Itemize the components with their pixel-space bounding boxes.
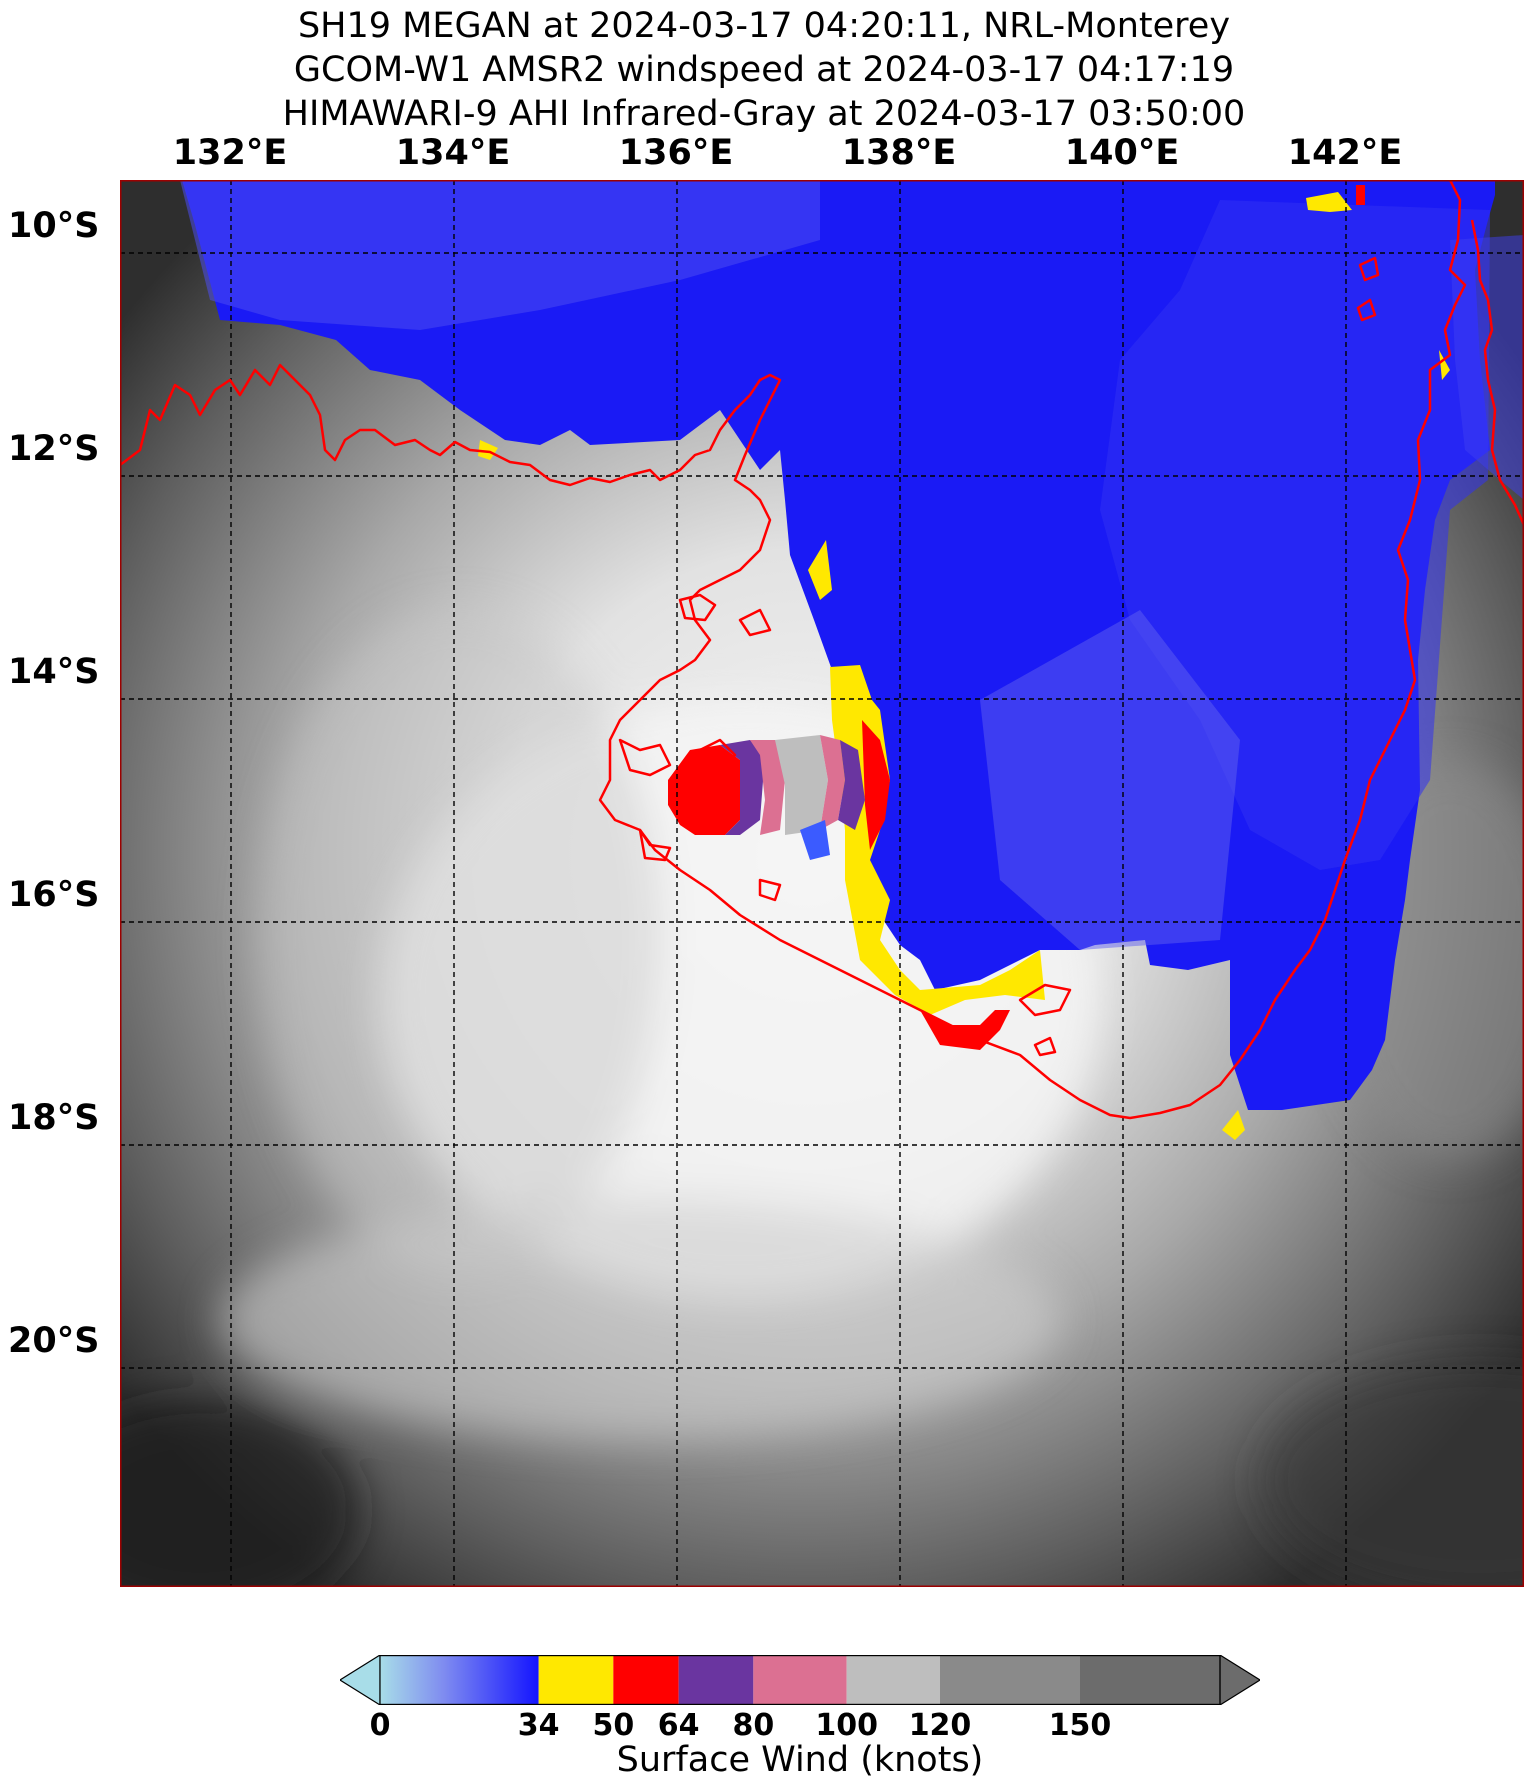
satellite-map xyxy=(120,180,1524,1587)
graticule xyxy=(120,180,1524,1587)
colorbar-segment-100-120 xyxy=(846,1655,940,1705)
colorbar-tick-80: 80 xyxy=(732,1708,775,1743)
colorbar-tick-64: 64 xyxy=(657,1708,700,1743)
colorbar-tick-120: 120 xyxy=(908,1708,972,1743)
wind-swath xyxy=(180,180,1524,1140)
colorbar-segment-34-50 xyxy=(538,1655,614,1705)
colorbar-segment-150-180 xyxy=(1080,1655,1220,1705)
colorbar-segment-50-64 xyxy=(613,1655,679,1705)
coastline xyxy=(120,180,1524,1120)
lat-label-14: 14°S xyxy=(8,652,100,692)
colorbar-segment-120-150 xyxy=(940,1655,1080,1705)
title-line-3: HIMAWARI-9 AHI Infrared-Gray at 2024-03-… xyxy=(282,94,1246,134)
colorbar-outline xyxy=(379,1655,1221,1705)
lon-label-134: 134°E xyxy=(395,133,511,173)
colorbar-tick-150: 150 xyxy=(1048,1708,1112,1743)
colorbar-tick-0: 0 xyxy=(369,1708,391,1743)
lat-label-10: 10°S xyxy=(8,206,100,246)
colorbar-segment-80-100 xyxy=(753,1655,847,1705)
colorbar-segment-0-34 xyxy=(380,1655,539,1705)
map-frame xyxy=(120,180,1524,1587)
colorbar-tick-34: 34 xyxy=(517,1708,560,1743)
colorbar-segment-64-80 xyxy=(678,1655,754,1705)
lat-label-16: 16°S xyxy=(8,875,100,915)
cloud-bands xyxy=(120,610,1524,1587)
lat-label-12: 12°S xyxy=(8,429,100,469)
colorbar-label: Surface Wind (knots) xyxy=(616,1740,984,1780)
lon-label-132: 132°E xyxy=(172,133,288,173)
lon-label-142: 142°E xyxy=(1287,133,1403,173)
title-line-2: GCOM-W1 AMSR2 windspeed at 2024-03-17 04… xyxy=(293,50,1235,90)
lat-label-20: 20°S xyxy=(8,1321,100,1361)
colorbar-tick-100: 100 xyxy=(815,1708,878,1743)
lat-label-18: 18°S xyxy=(8,1098,100,1138)
lon-label-138: 138°E xyxy=(841,133,957,173)
lon-label-136: 136°E xyxy=(618,133,734,173)
title-line-1: SH19 MEGAN at 2024-03-17 04:20:11, NRL-M… xyxy=(297,6,1231,46)
colorbar-tick-50: 50 xyxy=(592,1708,635,1743)
colorbar-max-extend xyxy=(1219,1655,1260,1705)
colorbar-min-extend xyxy=(340,1655,381,1705)
colorbar xyxy=(340,1655,1260,1705)
lon-label-140: 140°E xyxy=(1064,133,1180,173)
